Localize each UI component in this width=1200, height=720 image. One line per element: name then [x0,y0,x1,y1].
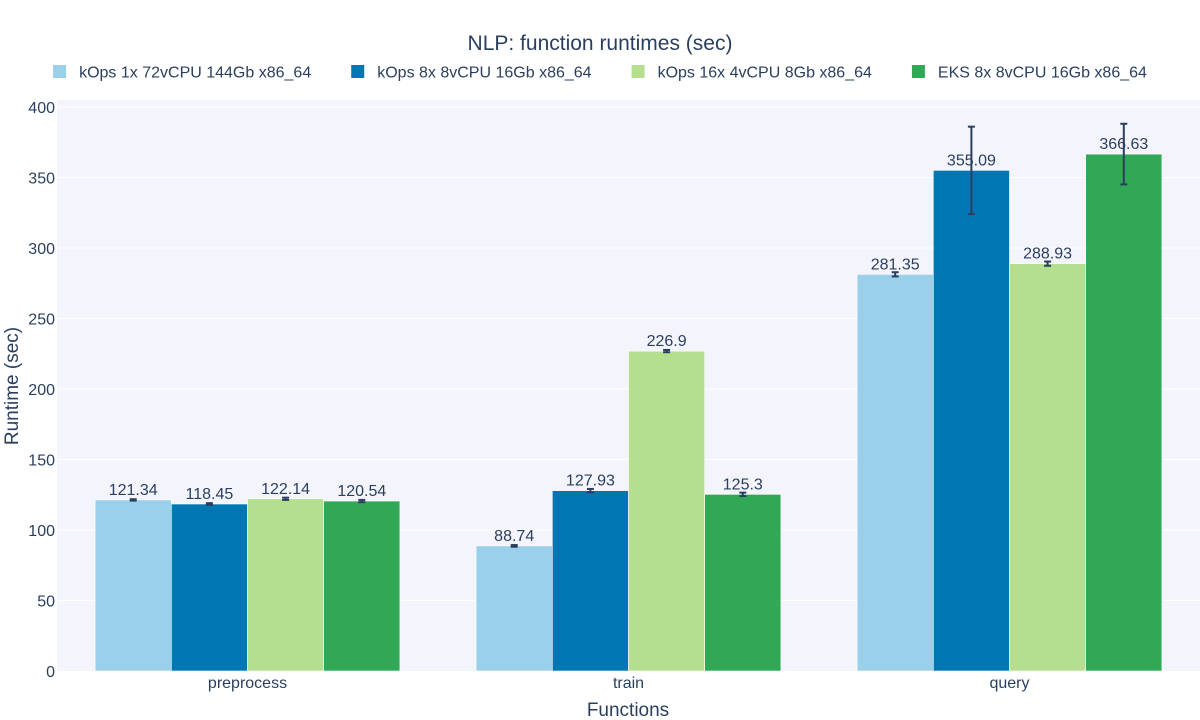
x-tick-label: preprocess [208,675,287,692]
legend-item[interactable]: kOps 8x 8vCPU 16Gb x86_64 [351,65,592,82]
legend-label: kOps 8x 8vCPU 16Gb x86_64 [377,65,591,82]
bar [932,170,1010,672]
error-bar [967,125,975,216]
y-tick-label: 0 [46,664,55,681]
data-label: 288.93 [1023,246,1072,263]
y-tick-label: 250 [28,312,55,329]
legend-label: kOps 16x 4vCPU 8Gb x86_64 [658,65,872,82]
data-label: 121.34 [109,482,158,499]
bar [704,494,782,672]
error-bar [739,491,747,498]
y-axis-ticks: 0 50 100 150 200 250 300 350 400 [28,100,55,681]
y-tick-label: 150 [28,453,55,470]
error-bar [1120,122,1128,186]
bar [94,499,172,672]
y-tick-label: 350 [28,171,55,188]
data-label: 88.74 [494,528,534,545]
error-bar [129,498,137,502]
data-label: 122.14 [261,481,310,498]
chart-title: NLP: function runtimes (sec) [468,32,733,55]
data-label: 226.9 [647,333,687,350]
y-tick-label: 200 [28,382,55,399]
legend-swatch [53,65,67,78]
x-axis-ticks: preprocess train query [208,675,1030,692]
x-tick-label: query [989,675,1029,692]
data-label: 118.45 [186,486,234,503]
error-bar [1044,260,1052,267]
y-tick-label: 100 [28,523,55,540]
bars [94,153,1163,672]
error-bar [586,487,594,494]
bar [323,500,401,672]
y-axis-title: Runtime (sec) [2,327,23,445]
bar [856,274,934,672]
legend-item[interactable]: kOps 16x 4vCPU 8Gb x86_64 [631,65,872,82]
legend-swatch [351,65,365,78]
data-label: 127.93 [566,473,615,490]
bar [475,545,553,672]
error-bar [510,544,518,548]
bar [1085,153,1163,672]
error-bar [358,498,366,504]
data-label: 366.63 [1099,136,1148,153]
x-tick-label: train [613,675,644,692]
y-tick-label: 50 [37,594,55,611]
x-axis-title: Functions [587,700,669,720]
error-bar [663,348,671,354]
data-label: 355.09 [947,152,996,169]
bar [628,350,705,672]
error-bars [129,122,1128,548]
y-tick-label: 300 [28,241,55,258]
legend-label: kOps 1x 72vCPU 144Gb x86_64 [79,65,311,82]
error-bar [205,502,213,506]
error-bar [282,496,290,501]
data-label: 120.54 [337,483,386,500]
legend-item[interactable]: kOps 1x 72vCPU 144Gb x86_64 [53,65,311,82]
y-tick-label: 400 [28,100,55,117]
legend-item[interactable]: EKS 8x 8vCPU 16Gb x86_64 [911,65,1147,82]
data-labels: 121.34 118.45 122.14 120.54 88.74 127.93 226.9… [109,136,1149,545]
bar [551,490,629,672]
data-label: 281.35 [871,256,920,273]
bar [247,498,324,672]
error-bar [891,271,899,278]
legend: kOps 1x 72vCPU 144Gb x86_64 kOps 8x 8vCPU… [53,65,1147,82]
bar [171,503,248,672]
data-label: 125.3 [723,476,763,493]
legend-label: EKS 8x 8vCPU 16Gb x86_64 [938,65,1147,82]
legend-swatch [631,65,645,78]
bar [1009,263,1086,672]
legend-swatch [911,65,925,78]
